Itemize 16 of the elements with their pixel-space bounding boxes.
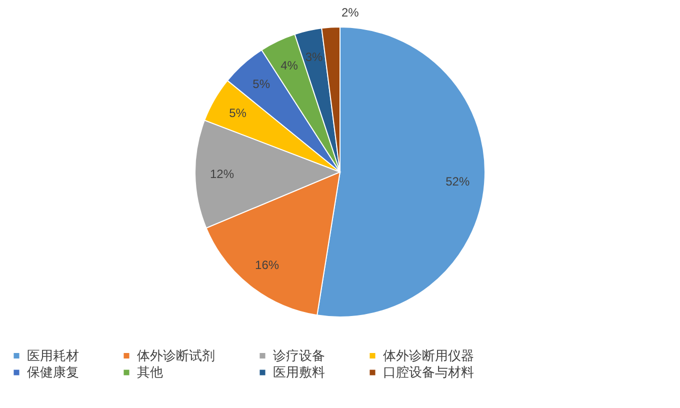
data-label: 4% — [280, 58, 298, 72]
legend-label: 诊疗设备 — [273, 348, 325, 363]
data-label: 5% — [252, 77, 270, 92]
legend-label: 口腔设备与材料 — [383, 364, 474, 380]
data-label: 3% — [305, 50, 324, 64]
data-label: 52% — [446, 174, 470, 188]
legend-label: 医用敷料 — [273, 364, 325, 380]
legend-label: 医用耗材 — [27, 348, 79, 363]
data-label: 2% — [341, 5, 360, 20]
data-label: 16% — [255, 258, 280, 272]
legend-label: 保健康复 — [27, 364, 79, 380]
data-label: 5% — [229, 106, 247, 120]
legend-label: 其他 — [137, 364, 163, 380]
legend-label: 体外诊断用仪器 — [383, 348, 474, 363]
data-label: 12% — [210, 166, 234, 181]
legend-label: 体外诊断试剂 — [137, 348, 215, 363]
